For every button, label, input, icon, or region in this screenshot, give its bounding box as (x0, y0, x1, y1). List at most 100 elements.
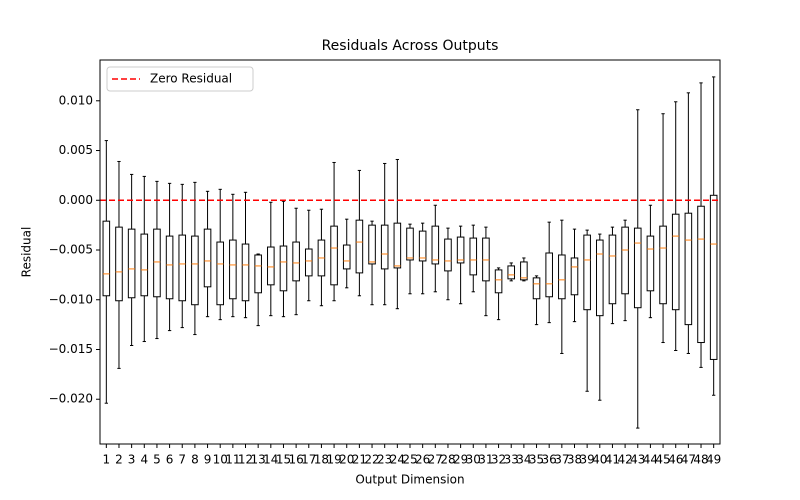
box (127, 228, 136, 299)
box (330, 225, 338, 286)
legend-label: Zero Residual (150, 72, 232, 86)
x-tick-label: 43 (630, 453, 645, 467)
box (355, 219, 364, 274)
box (115, 226, 123, 302)
x-tick-label: 14 (263, 453, 278, 467)
box (545, 252, 553, 298)
x-tick-label: 25 (402, 453, 417, 467)
x-tick-label: 38 (567, 453, 582, 467)
box (165, 235, 174, 300)
x-tick-label: 21 (352, 453, 367, 467)
x-tick-label: 15 (276, 453, 291, 467)
x-tick-label: 31 (478, 453, 493, 467)
box (671, 213, 680, 311)
x-tick-label: 48 (693, 453, 708, 467)
x-tick-label: 47 (681, 453, 696, 467)
box (697, 205, 705, 344)
y-tick-label: 0.010 (59, 93, 93, 107)
box (140, 233, 149, 297)
x-tick-label: 32 (491, 453, 506, 467)
box (570, 257, 579, 296)
x-tick-label: 42 (617, 453, 632, 467)
box (203, 228, 212, 288)
box (646, 235, 655, 292)
box (709, 194, 718, 360)
x-tick-label: 20 (339, 453, 354, 467)
y-tick-label: −0.010 (49, 292, 93, 306)
x-tick-label: 3 (128, 453, 136, 467)
x-tick-label: 10 (213, 453, 228, 467)
box (608, 234, 617, 305)
box (368, 224, 376, 265)
box (267, 246, 275, 286)
box (216, 241, 224, 306)
box (659, 225, 667, 305)
x-tick-label: 2 (115, 453, 123, 467)
box (456, 236, 465, 264)
box (431, 225, 440, 265)
x-tick-label: 8 (191, 453, 199, 467)
x-tick-label: 35 (529, 453, 544, 467)
x-tick-label: 16 (288, 453, 303, 467)
x-tick-label: 29 (453, 453, 468, 467)
x-tick-label: 7 (178, 453, 186, 467)
box (444, 238, 452, 272)
box (558, 254, 566, 300)
x-tick-label: 11 (225, 453, 240, 467)
x-tick-label: 40 (592, 453, 607, 467)
y-axis-label: Residual (20, 227, 34, 278)
x-tick-label: 36 (542, 453, 557, 467)
x-tick-label: 37 (554, 453, 569, 467)
x-tick-label: 12 (238, 453, 253, 467)
x-tick-label: 17 (301, 453, 316, 467)
x-tick-label: 4 (140, 453, 148, 467)
box (229, 239, 237, 300)
y-tick-label: −0.005 (49, 243, 93, 257)
x-tick-label: 9 (204, 453, 212, 467)
x-tick-label: 13 (251, 453, 266, 467)
box (532, 277, 541, 300)
x-tick-label: 44 (643, 453, 658, 467)
box (153, 228, 161, 298)
y-tick-label: 0.005 (59, 143, 93, 157)
x-tick-label: 39 (580, 453, 595, 467)
box (380, 224, 389, 270)
y-tick-label: 0.000 (59, 193, 93, 207)
x-tick-label: 45 (655, 453, 670, 467)
box (241, 243, 250, 302)
x-tick-label: 24 (390, 453, 405, 467)
x-tick-label: 33 (504, 453, 519, 467)
y-tick-label: −0.015 (49, 342, 93, 356)
x-tick-label: 5 (153, 453, 161, 467)
box (583, 234, 591, 311)
x-tick-label: 1 (103, 453, 111, 467)
box (292, 241, 300, 282)
box (621, 226, 629, 295)
x-tick-label: 22 (364, 453, 379, 467)
box (191, 235, 199, 306)
axes-frame (99, 59, 721, 445)
box (684, 212, 693, 326)
x-tick-label: 49 (706, 453, 721, 467)
chart-title: Residuals Across Outputs (322, 38, 499, 54)
box (494, 269, 503, 294)
box (633, 227, 642, 309)
x-tick-label: 26 (415, 453, 430, 467)
x-axis-label: Output Dimension (355, 473, 464, 487)
box (304, 248, 313, 277)
box (279, 245, 288, 292)
legend-box (106, 66, 254, 92)
x-tick-label: 18 (314, 453, 329, 467)
box (520, 261, 528, 281)
y-tick-label: −0.020 (49, 392, 93, 406)
box (406, 227, 414, 261)
box (254, 254, 262, 294)
box (418, 230, 427, 262)
box (507, 265, 516, 280)
x-tick-label: 19 (326, 453, 341, 467)
x-tick-label: 41 (605, 453, 620, 467)
x-tick-label: 30 (466, 453, 481, 467)
box (596, 239, 604, 317)
box (102, 220, 111, 297)
